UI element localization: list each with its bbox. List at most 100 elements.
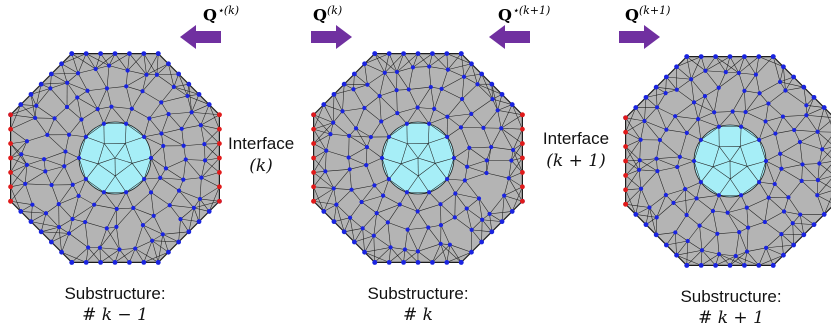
interior-node — [63, 149, 68, 154]
interior-node — [83, 219, 88, 225]
interior-node — [773, 131, 778, 136]
interface-node — [216, 184, 222, 190]
interior-node — [372, 183, 377, 188]
interior-node — [703, 68, 708, 73]
interior-node — [715, 231, 720, 236]
boundary-node — [742, 262, 747, 268]
interior-node — [324, 148, 329, 153]
boundary-node — [469, 61, 474, 67]
interface-node — [311, 155, 317, 161]
boundary-node — [684, 54, 690, 60]
boundary-node — [38, 81, 44, 87]
interior-node — [804, 113, 809, 118]
interior-node — [160, 232, 165, 237]
interior-node — [786, 195, 791, 200]
interior-node — [753, 72, 759, 77]
interior-node — [757, 180, 762, 185]
interior-node — [428, 84, 433, 90]
interior-node — [461, 74, 467, 79]
boundary-node — [674, 64, 679, 70]
interior-node — [800, 162, 805, 167]
interior-node — [364, 163, 369, 168]
interface-node — [8, 112, 14, 118]
interior-node — [133, 246, 138, 251]
interior-node — [197, 196, 203, 202]
interior-node — [140, 89, 145, 94]
interior-node — [75, 95, 80, 100]
interface-k-label: Interface (k) — [228, 134, 294, 176]
interior-node — [410, 65, 416, 70]
interior-node — [716, 124, 721, 129]
boundary-node — [811, 94, 817, 100]
interior-node — [438, 222, 444, 228]
interior-node — [43, 169, 48, 174]
interior-node — [129, 106, 134, 111]
interior-node — [691, 158, 697, 164]
boundary-node — [83, 51, 89, 57]
boundary-node — [458, 51, 464, 57]
interior-node — [97, 245, 103, 250]
boundary-node — [479, 71, 485, 77]
interior-node — [438, 241, 443, 246]
substructure-k-minus-1-index: # k − 1 — [82, 305, 148, 325]
boundary-node — [444, 51, 450, 57]
boundary-node — [469, 249, 474, 255]
interior-node — [86, 245, 91, 250]
boundary-node — [663, 242, 669, 248]
boundary-node — [684, 262, 690, 268]
boundary-node — [186, 81, 192, 87]
interior-node — [385, 220, 390, 225]
boundary-node — [341, 229, 347, 235]
boundary-node — [415, 259, 421, 265]
interface-node — [519, 141, 525, 146]
boundary-node — [196, 91, 202, 97]
interface-node — [311, 198, 317, 204]
interior-node — [778, 151, 783, 156]
interior-node — [475, 82, 480, 87]
interior-node — [379, 119, 384, 124]
mesh-nodes — [8, 51, 222, 265]
interior-node — [66, 132, 72, 137]
boundary-node — [698, 54, 704, 60]
interior-node — [394, 69, 400, 75]
boundary-node — [401, 51, 406, 57]
boundary-node — [791, 74, 797, 80]
interface-node — [216, 141, 222, 146]
interior-node — [404, 121, 409, 126]
interior-node — [83, 134, 88, 139]
interior-node — [198, 123, 203, 128]
boundary-node — [415, 51, 421, 57]
interior-node — [742, 88, 747, 93]
interior-node — [694, 196, 699, 201]
boundary-node — [801, 232, 807, 238]
interior-node — [347, 167, 352, 172]
interior-node — [43, 211, 49, 216]
interior-node — [674, 87, 679, 92]
interior-node — [777, 79, 783, 84]
interface-node — [519, 184, 525, 190]
boundary-node — [127, 51, 132, 57]
boundary-node — [206, 102, 212, 107]
interior-node — [663, 90, 668, 96]
interior-node — [642, 118, 647, 124]
interface-node — [311, 184, 317, 190]
substructure-k-mesh — [311, 51, 525, 265]
interface-node — [623, 201, 629, 207]
substructure-k-plus-1-title: Substructure: — [680, 287, 782, 306]
interior-node — [388, 245, 393, 250]
interior-node — [647, 205, 652, 210]
boundary-node — [430, 51, 435, 57]
interface-node — [216, 198, 222, 204]
substructure-k-minus-1-title: Substructure: — [64, 284, 166, 303]
boundary-node — [98, 51, 103, 57]
interior-node — [334, 202, 339, 207]
interior-node — [415, 105, 420, 110]
boundary-node — [713, 54, 718, 60]
interior-node — [365, 82, 370, 87]
interior-node — [199, 175, 204, 180]
substructure-k-minus-1-label: Substructure: # k − 1 — [40, 284, 190, 325]
interior-node — [506, 176, 511, 181]
interior-node — [124, 190, 129, 195]
mesh-edges — [625, 56, 831, 266]
